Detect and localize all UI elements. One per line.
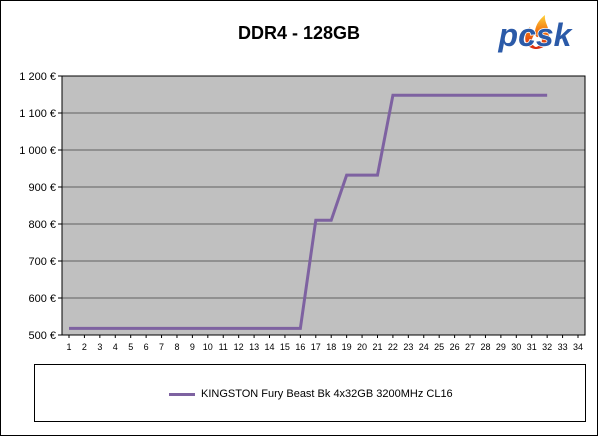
x-tick-label: 6 [144,342,149,352]
plot-area [61,75,586,336]
x-tick-label: 31 [527,342,537,352]
x-tick-label: 20 [357,342,367,352]
x-tick-label: 12 [234,342,244,352]
x-tick-label: 13 [249,342,259,352]
x-tick-label: 18 [326,342,336,352]
series-line [69,93,548,330]
x-tick-label: 21 [372,342,382,352]
x-tick-label: 23 [403,342,413,352]
x-tick-label: 11 [219,342,228,352]
x-tick-label: 1 [66,342,71,352]
x-tick-label: 14 [265,342,275,352]
y-tick-label: 500 € [28,330,56,342]
x-tick-label: 22 [388,342,398,352]
y-tick-label: 1 100 € [19,108,56,120]
y-tick-label: 1 200 € [19,71,56,83]
x-tick-label: 15 [280,342,290,352]
x-tick-label: 33 [558,342,568,352]
y-tick-label: 800 € [28,219,56,231]
x-tick-label: 17 [311,342,321,352]
x-tick-label: 32 [542,342,552,352]
x-tick-label: 27 [465,342,475,352]
x-tick-label: 34 [573,342,583,352]
legend: KINGSTON Fury Beast Bk 4x32GB 3200MHz CL… [34,364,586,422]
y-tick-label: 700 € [28,256,56,268]
x-tick-label: 24 [419,342,429,352]
x-tick-label: 30 [511,342,521,352]
x-tick-label: 19 [342,342,352,352]
x-tick-label: 16 [295,342,305,352]
y-tick-label: 600 € [28,293,56,305]
y-tick-label: 900 € [28,182,56,194]
legend-label: KINGSTON Fury Beast Bk 4x32GB 3200MHz CL… [201,388,453,400]
x-tick-label: 26 [450,342,460,352]
legend-entry: KINGSTON Fury Beast Bk 4x32GB 3200MHz CL… [169,387,453,401]
line-chart: 500 € 600 € 700 € 800 € 900 € 1 000 € 1 100 € 1… [19,71,586,352]
y-tick-label: 1 000 € [19,145,56,157]
chart-title: DDR4 - 128GB [237,23,361,43]
gridlines [62,112,585,299]
x-tick-label: 28 [480,342,490,352]
x-tick-label: 10 [203,342,213,352]
x-tick-label: 2 [82,342,87,352]
x-tick-label: 29 [496,342,506,352]
x-tick-label: 3 [97,342,102,352]
series-layer [69,93,548,330]
logo-text: pcsk [498,17,574,53]
x-tick-label: 25 [434,342,444,352]
x-tick-label: 7 [159,342,164,352]
x-tick-label: 8 [174,342,179,352]
x-tick-label: 4 [113,342,118,352]
x-axis: 1 2 3 4 5 6 7 8 9 10 11 12 13 14 15 16 17 18 19 20 21 22 23 24 2… [66,335,583,352]
x-tick-label: 9 [190,342,195,352]
flame-icon [525,15,550,49]
x-tick-label: 5 [128,342,133,352]
pcsk-logo: pcsk [497,15,574,54]
legend-swatch [169,392,195,396]
y-axis: 500 € 600 € 700 € 800 € 900 € 1 000 € 1 100 € 1… [19,71,62,342]
